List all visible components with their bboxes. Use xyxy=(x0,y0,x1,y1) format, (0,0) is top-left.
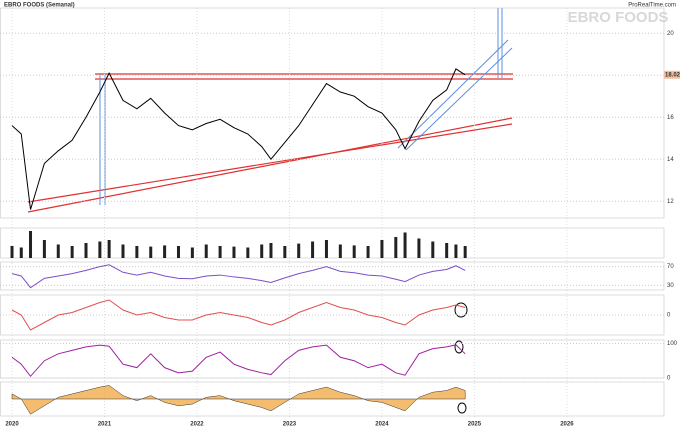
x-tick-label: 2023 xyxy=(283,422,297,428)
y-tick-label: 30 xyxy=(667,283,674,289)
bar xyxy=(246,247,250,258)
x-tick-label: 2021 xyxy=(98,422,112,428)
highlight-circle xyxy=(454,302,468,318)
bar xyxy=(366,246,370,258)
bar xyxy=(260,244,264,258)
x-tick-label: 2025 xyxy=(468,422,482,428)
bar xyxy=(338,244,342,258)
bar xyxy=(324,240,328,258)
x-tick-label: 2022 xyxy=(190,422,204,428)
panel-frame xyxy=(0,7,665,219)
bar xyxy=(283,246,287,258)
bar xyxy=(56,244,60,258)
price-tag xyxy=(664,70,680,79)
bar xyxy=(380,240,384,258)
y-tick-label: 12 xyxy=(667,199,674,205)
bar xyxy=(10,246,14,258)
bar xyxy=(19,247,23,258)
y-tick-label: 0 xyxy=(667,313,671,319)
bar xyxy=(107,240,111,258)
bar xyxy=(232,246,236,258)
bar xyxy=(269,243,273,258)
bar xyxy=(417,238,421,258)
bar xyxy=(454,244,458,258)
panel-frame xyxy=(0,339,665,379)
trend-line xyxy=(27,117,513,213)
line-series xyxy=(11,344,466,378)
x-tick-label: 2026 xyxy=(560,422,574,428)
x-tick-label: 2024 xyxy=(375,422,389,428)
bar xyxy=(445,243,449,258)
panel-frame xyxy=(0,381,665,417)
y-tick-label: 20 xyxy=(667,31,674,37)
y-tick-label: 70 xyxy=(667,264,674,270)
bar xyxy=(403,232,407,258)
channel-line xyxy=(405,47,513,151)
bar xyxy=(135,246,139,258)
bar xyxy=(190,247,194,258)
line-series xyxy=(11,264,466,289)
highlight-circle xyxy=(454,340,464,354)
bar xyxy=(70,246,74,258)
bar xyxy=(204,244,208,258)
bar xyxy=(311,241,315,258)
watermark: EBRO FOODS xyxy=(568,9,669,26)
bar xyxy=(352,245,356,258)
highlight-circle xyxy=(457,402,467,414)
bar xyxy=(121,244,125,258)
y-tick-label: 100 xyxy=(667,341,678,347)
bar xyxy=(84,243,88,258)
site-label: ProRealTime.com xyxy=(628,3,676,9)
trend-line xyxy=(27,123,513,203)
price-label: 18.02 xyxy=(665,72,680,78)
bar xyxy=(176,246,180,258)
line-series xyxy=(11,68,466,210)
line-series xyxy=(11,299,466,331)
bar xyxy=(463,246,467,258)
bar xyxy=(42,240,46,258)
y-tick-label: 16 xyxy=(667,115,674,121)
bar xyxy=(297,243,301,258)
panel-frame xyxy=(0,261,665,291)
channel-line xyxy=(397,39,509,149)
bar xyxy=(98,241,102,258)
bar xyxy=(149,246,153,258)
y-tick-label: 14 xyxy=(667,157,674,163)
panel-frame xyxy=(0,227,665,259)
chart-title: EBRO FOODS (Semanal) xyxy=(4,3,75,9)
y-tick-label: 0 xyxy=(667,376,671,382)
x-tick-label: 2020 xyxy=(5,422,19,428)
bar xyxy=(394,237,398,258)
bar xyxy=(218,246,222,258)
bar xyxy=(163,245,167,258)
bar xyxy=(431,241,435,258)
area-series xyxy=(11,385,466,415)
bar xyxy=(29,231,33,258)
